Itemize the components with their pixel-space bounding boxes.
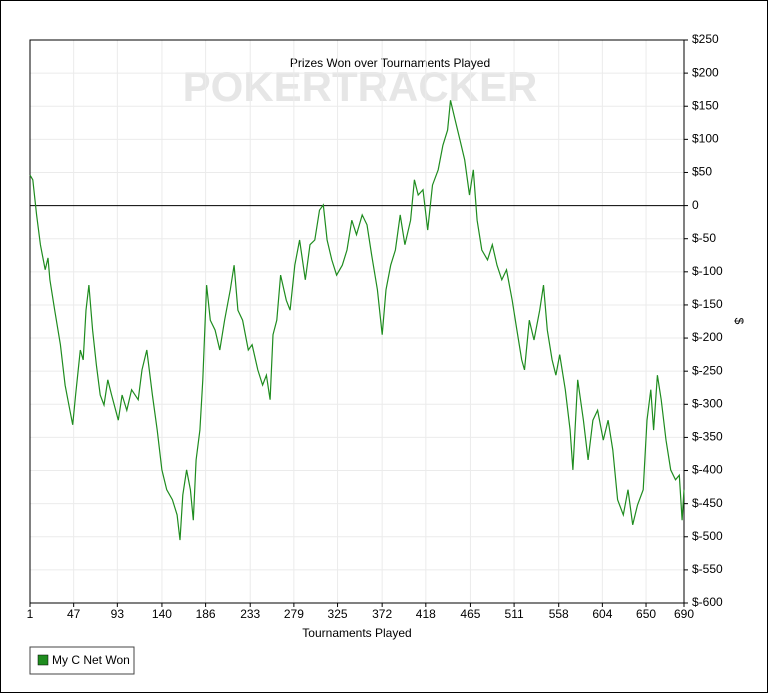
y-tick-label: $-300 [692, 396, 723, 410]
y-tick-label: $200 [692, 65, 719, 79]
y-tick-label: 0 [692, 198, 699, 212]
y-tick-label: $100 [692, 132, 719, 146]
x-tick-label: 140 [152, 607, 172, 621]
y-tick-label: $-400 [692, 463, 723, 477]
y-tick-label: $-100 [692, 264, 723, 278]
y-tick-label: $-450 [692, 496, 723, 510]
x-tick-label: 1 [27, 607, 34, 621]
y-tick-label: $-50 [692, 231, 716, 245]
y-tick-label: $-250 [692, 363, 723, 377]
x-tick-label: 47 [67, 607, 81, 621]
x-tick-label: 604 [592, 607, 612, 621]
x-tick-label: 418 [416, 607, 436, 621]
y-tick-label: $150 [692, 98, 719, 112]
y-axis-label: $ [732, 318, 746, 325]
plot-frame [29, 39, 685, 604]
watermark: POKERTRACKER [183, 63, 538, 110]
x-tick-label: 233 [240, 607, 260, 621]
y-tick-label: $-350 [692, 430, 723, 444]
y-tick-label: $-200 [692, 330, 723, 344]
chart-title: Prizes Won over Tournaments Played [290, 56, 490, 70]
x-tick-label: 511 [505, 607, 524, 621]
x-tick-label: 325 [328, 607, 348, 621]
legend-swatch [37, 654, 49, 666]
x-tick-label: 465 [460, 607, 480, 621]
y-tick-label: $-550 [692, 562, 723, 576]
x-tick-label: 372 [372, 607, 392, 621]
y-tick-label: $-600 [692, 595, 723, 609]
x-axis-label: Tournaments Played [302, 626, 411, 640]
x-tick-label: 558 [549, 607, 569, 621]
x-tick-label: 279 [284, 607, 304, 621]
x-tick-label: 93 [111, 607, 125, 621]
y-tick-label: $-150 [692, 297, 723, 311]
x-tick-label: 690 [674, 607, 694, 621]
y-tick-label: $50 [692, 165, 712, 179]
x-tick-label: 650 [636, 607, 656, 621]
y-tick-label: $-500 [692, 529, 723, 543]
legend-label: My C Net Won [52, 653, 130, 667]
line [29, 100, 685, 541]
y-tick-label: $250 [692, 32, 719, 46]
x-tick-label: 186 [196, 607, 216, 621]
